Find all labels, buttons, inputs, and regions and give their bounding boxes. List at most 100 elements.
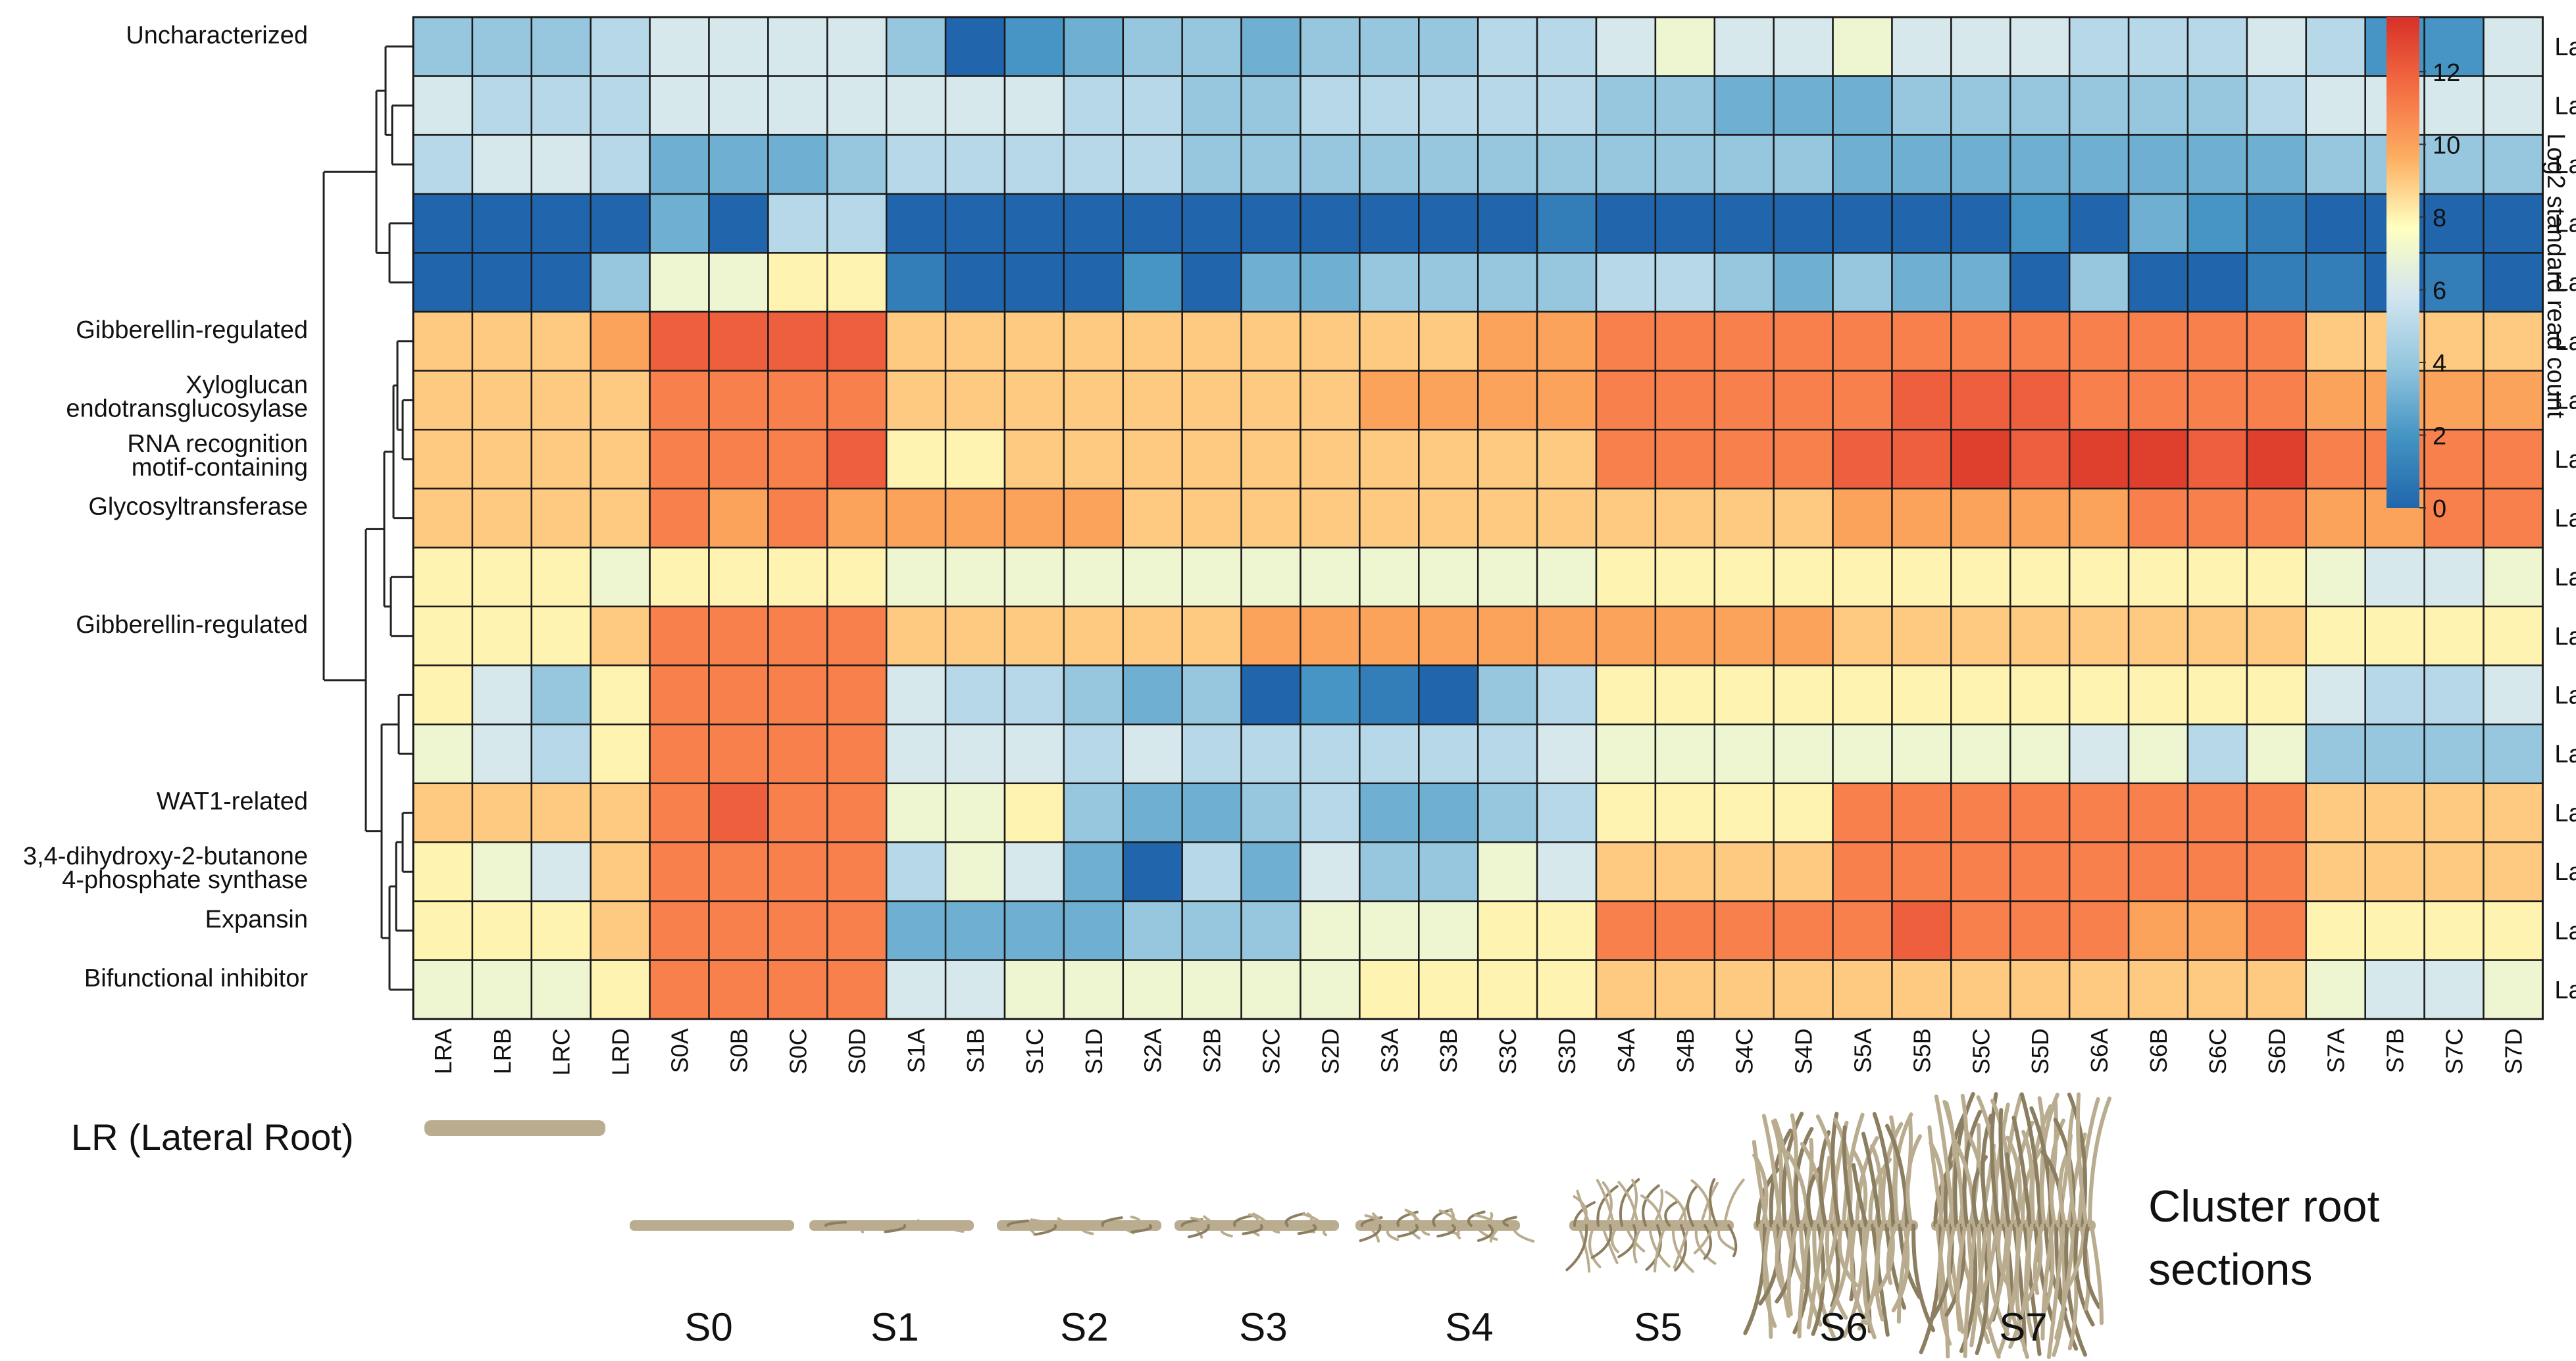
heatmap-cell xyxy=(2009,841,2071,903)
heatmap-cell xyxy=(1418,16,1479,77)
heatmap-cell xyxy=(826,428,888,490)
heatmap-cell xyxy=(1359,547,1420,608)
heatmap-cell xyxy=(1063,252,1124,313)
heatmap-cell xyxy=(1713,547,1775,608)
heatmap-cell xyxy=(944,252,1006,313)
heatmap-cell xyxy=(944,428,1006,490)
column-label: LRD xyxy=(607,1028,634,1076)
heatmap-cell xyxy=(1418,75,1479,136)
heatmap-cell xyxy=(1950,428,2011,490)
row-label: Lalb_Chr08g0235731 xyxy=(2554,328,2576,356)
heatmap-cell xyxy=(1950,547,2011,608)
bottom-labels: LR (Lateral Root) Cluster root sections S0 S… xyxy=(71,1116,2380,1349)
heatmap-cell xyxy=(2127,134,2189,195)
heatmap-cell xyxy=(530,252,592,313)
heatmap-cell xyxy=(1477,782,1538,843)
heatmap-cell xyxy=(2068,723,2130,785)
heatmap-cell xyxy=(1654,134,1716,195)
heatmap-cell xyxy=(1713,428,1775,490)
heatmap-cell xyxy=(1773,664,1834,726)
heatmap-cell xyxy=(2009,428,2071,490)
heatmap-cell xyxy=(1773,723,1834,785)
column-label: S1D xyxy=(1080,1028,1107,1074)
heatmap-cell xyxy=(1063,370,1124,431)
heatmap-cell xyxy=(530,547,592,608)
cluster-root-section-image xyxy=(809,1219,974,1233)
heatmap-cell xyxy=(826,370,888,431)
heatmap-cell xyxy=(2423,841,2485,903)
heatmap-cell xyxy=(2127,900,2189,961)
heatmap-cell xyxy=(1832,723,1893,785)
heatmap-cell xyxy=(1477,428,1538,490)
heatmap-cell xyxy=(2068,134,2130,195)
heatmap-cell xyxy=(1300,252,1361,313)
heatmap-cell xyxy=(1713,75,1775,136)
heatmap-cell xyxy=(885,723,947,785)
heatmap-cell xyxy=(530,841,592,903)
heatmap-cell xyxy=(2423,75,2485,136)
heatmap-cell xyxy=(767,605,828,666)
heatmap-cell xyxy=(649,547,710,608)
column-label: S3D xyxy=(1553,1028,1580,1074)
row-label: Lalb_Chr17g0342451 xyxy=(2554,505,2576,533)
heatmap-cell xyxy=(1122,664,1183,726)
heatmap-cell xyxy=(2186,134,2248,195)
heatmap-cell xyxy=(2009,193,2071,254)
heatmap-cell xyxy=(1063,841,1124,903)
heatmap-cell xyxy=(1122,310,1183,372)
heatmap-cell xyxy=(767,723,828,785)
heatmap-cell xyxy=(1595,723,1657,785)
heatmap-cell xyxy=(2127,664,2189,726)
heatmap-cell xyxy=(1773,252,1834,313)
heatmap-cell xyxy=(2186,605,2248,666)
column-label: S7D xyxy=(2500,1028,2527,1074)
heatmap-cell xyxy=(2423,959,2485,1020)
heatmap-cell xyxy=(2127,605,2189,666)
heatmap-cell xyxy=(1477,959,1538,1020)
heatmap-cell xyxy=(944,664,1006,726)
heatmap-cell xyxy=(1950,900,2011,961)
column-label: S4B xyxy=(1672,1028,1699,1073)
heatmap-cell xyxy=(2246,252,2308,313)
heatmap-cell xyxy=(530,428,592,490)
heatmap-cell xyxy=(1713,841,1775,903)
column-label: S5C xyxy=(1967,1028,1994,1074)
heatmap-cell xyxy=(530,75,592,136)
heatmap-cell xyxy=(767,782,828,843)
heatmap-cell xyxy=(1891,782,1952,843)
heatmap-cell xyxy=(590,310,651,372)
heatmap-cell xyxy=(2068,310,2130,372)
heatmap-cell xyxy=(1891,605,1952,666)
heatmap-cell xyxy=(1300,782,1361,843)
heatmap-cell xyxy=(885,547,947,608)
column-labels: LRA LRB LRC LRD S0A S0B S0C S0D S1A S1B S1C S1D S2A S… xyxy=(430,1028,2527,1076)
heatmap-cell xyxy=(1536,959,1598,1020)
heatmap-cell xyxy=(1003,664,1065,726)
heatmap-cell xyxy=(1654,16,1716,77)
column-label: S2D xyxy=(1317,1028,1344,1074)
heatmap-cell xyxy=(1181,310,1242,372)
heatmap-cell xyxy=(2068,664,2130,726)
heatmap-cell xyxy=(649,605,710,666)
heatmap-cell xyxy=(471,664,533,726)
heatmap-cell xyxy=(2127,16,2189,77)
heatmap-cell xyxy=(649,428,710,490)
heatmap-cell xyxy=(1122,841,1183,903)
heatmap-cell xyxy=(1181,841,1242,903)
heatmap-cell xyxy=(2186,252,2248,313)
heatmap-cell xyxy=(885,782,947,843)
section-label: S5 xyxy=(1634,1305,1682,1349)
heatmap-cell xyxy=(708,841,769,903)
heatmap-cell xyxy=(2127,547,2189,608)
heatmap-cell xyxy=(1240,841,1301,903)
heatmap-cell xyxy=(1003,193,1065,254)
heatmap-cell xyxy=(708,959,769,1020)
column-label: S7C xyxy=(2441,1028,2468,1074)
heatmap-cell xyxy=(1891,900,1952,961)
heatmap-cell xyxy=(1240,310,1301,372)
heatmap-cell xyxy=(1773,134,1834,195)
heatmap-cell xyxy=(471,428,533,490)
heatmap-cell xyxy=(530,664,592,726)
heatmap-cell xyxy=(1240,370,1301,431)
heatmap-cell xyxy=(530,487,592,549)
